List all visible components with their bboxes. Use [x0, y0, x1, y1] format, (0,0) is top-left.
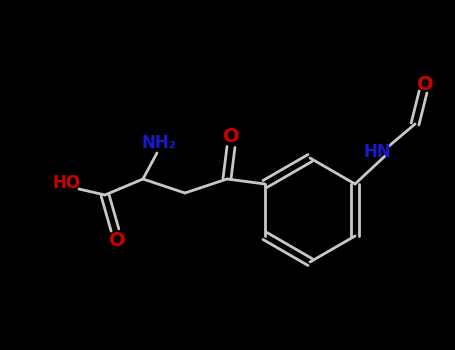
Text: O: O	[417, 75, 433, 93]
Text: O: O	[222, 127, 239, 147]
Text: NH₂: NH₂	[142, 134, 177, 152]
Text: HO: HO	[53, 174, 81, 192]
Text: HN: HN	[363, 143, 391, 161]
Text: O: O	[109, 231, 125, 250]
